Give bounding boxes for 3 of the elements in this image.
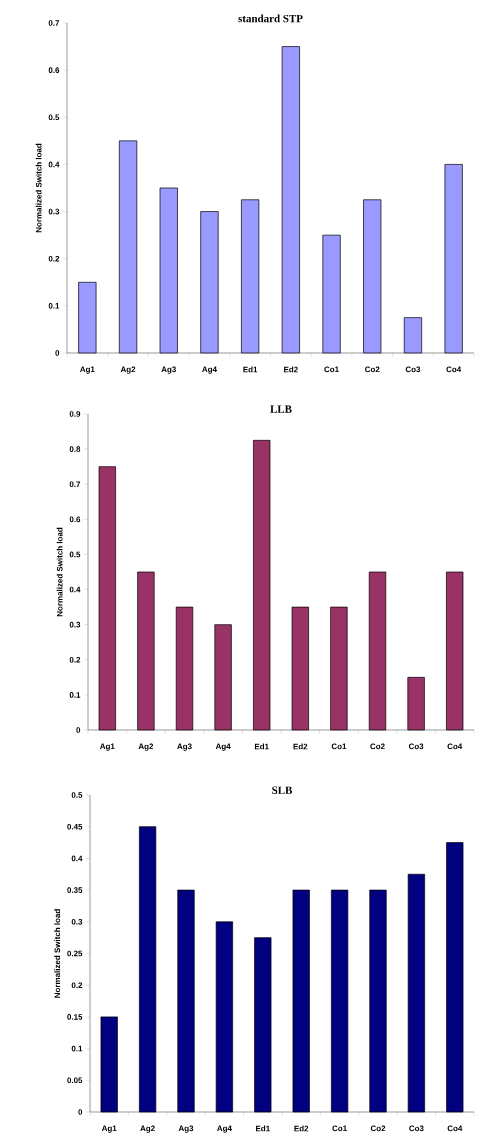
- chart-title: standard STP: [238, 14, 303, 23]
- chart-title: LLB: [270, 405, 292, 413]
- chart-title: SLB: [272, 786, 293, 794]
